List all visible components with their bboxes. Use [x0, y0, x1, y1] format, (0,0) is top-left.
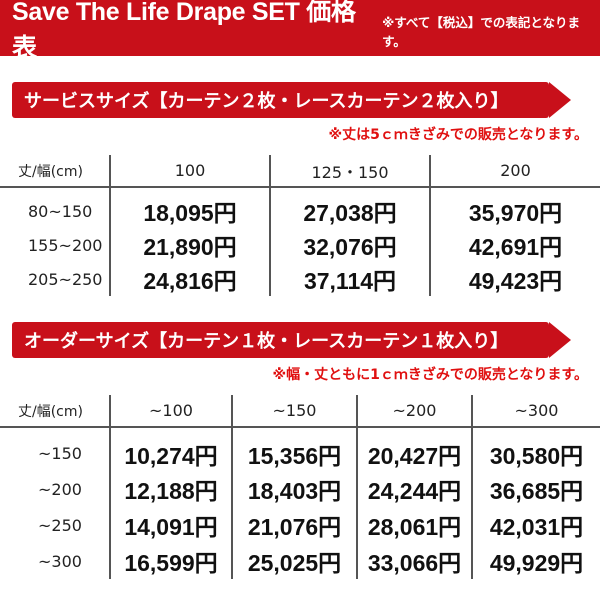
- price-cell: 16,599円: [109, 543, 232, 579]
- price-cell: 10,274円: [109, 427, 232, 471]
- price-cell: 21,890円: [109, 228, 270, 262]
- corner-label: 丈/幅(cm): [0, 155, 110, 188]
- tax-note: ※すべて【税込】での表記となります。: [382, 15, 581, 49]
- price-cell: 33,066円: [356, 543, 472, 579]
- column-header: ~150: [231, 395, 357, 428]
- price-cell: 49,929円: [471, 543, 600, 579]
- service-size-heading: サービスサイズ【カーテン２枚・レースカーテン２枚入り】: [12, 82, 571, 118]
- price-cell: 18,095円: [109, 187, 270, 228]
- table-row: ~200 12,188円 18,403円 24,244円 36,685円: [0, 471, 600, 507]
- price-cell: 15,356円: [231, 427, 357, 471]
- row-label: 80~150: [28, 201, 93, 221]
- price-cell: 42,691円: [429, 228, 600, 262]
- page-title: Save The Life Drape SET 価格表: [12, 0, 356, 62]
- price-cell: 18,403円: [231, 471, 357, 507]
- table-row: ~150 10,274円 15,356円 20,427円 30,580円: [0, 427, 600, 471]
- price-cell: 36,685円: [471, 471, 600, 507]
- row-label: 155~200: [28, 235, 103, 255]
- service-size-heading-text: サービスサイズ【カーテン２枚・レースカーテン２枚入り】: [24, 91, 509, 112]
- column-header: 125・150: [269, 155, 430, 188]
- column-header: 200: [429, 155, 600, 188]
- table-header-row: 丈/幅(cm) 100 125・150 200: [0, 155, 600, 188]
- row-label: ~250: [38, 515, 82, 535]
- price-cell: 32,076円: [269, 228, 430, 262]
- order-size-heading-text: オーダーサイズ【カーテン１枚・レースカーテン１枚入り】: [24, 331, 509, 352]
- price-cell: 24,244円: [356, 471, 472, 507]
- order-size-heading: オーダーサイズ【カーテン１枚・レースカーテン１枚入り】: [12, 322, 571, 358]
- price-cell: 20,427円: [356, 427, 472, 471]
- price-cell: 35,970円: [429, 187, 600, 228]
- row-label: ~150: [38, 444, 82, 463]
- table-row: 80~150 18,095円 27,038円 35,970円: [0, 187, 600, 228]
- price-cell: 24,816円: [109, 262, 270, 296]
- table-row: ~300 16,599円 25,025円 33,066円 49,929円: [0, 543, 600, 579]
- price-cell: 27,038円: [269, 187, 430, 228]
- column-header: ~200: [356, 395, 472, 428]
- row-label: 205~250: [28, 269, 103, 289]
- column-header: 100: [109, 155, 270, 188]
- corner-label: 丈/幅(cm): [0, 395, 110, 428]
- column-header: ~300: [471, 395, 600, 428]
- service-price-table: 丈/幅(cm) 100 125・150 200 80~150 18,095円 2…: [0, 155, 600, 296]
- table-row: 205~250 24,816円 37,114円 49,423円: [0, 262, 600, 296]
- table-row: 155~200 21,890円 32,076円 42,691円: [0, 228, 600, 262]
- price-cell: 30,580円: [471, 427, 600, 471]
- price-cell: 25,025円: [231, 543, 357, 579]
- price-cell: 12,188円: [109, 471, 232, 507]
- service-size-note: ※丈は5ｃｍきざみでの販売となります。: [328, 127, 588, 143]
- price-cell: 49,423円: [429, 262, 600, 296]
- row-label: ~200: [38, 479, 82, 499]
- order-size-note: ※幅・丈ともに1ｃｍきざみでの販売となります。: [272, 367, 588, 383]
- table-header-row: 丈/幅(cm) ~100 ~150 ~200 ~300: [0, 395, 600, 428]
- price-cell: 21,076円: [231, 507, 357, 543]
- price-cell: 42,031円: [471, 507, 600, 543]
- top-banner: Save The Life Drape SET 価格表 ※すべて【税込】での表記…: [0, 0, 600, 62]
- row-label: ~300: [38, 551, 82, 571]
- price-cell: 37,114円: [269, 262, 430, 296]
- price-cell: 28,061円: [356, 507, 472, 543]
- order-price-table: 丈/幅(cm) ~100 ~150 ~200 ~300 ~150 10,274円…: [0, 395, 600, 579]
- column-header: ~100: [109, 395, 232, 428]
- price-cell: 14,091円: [109, 507, 232, 543]
- table-row: ~250 14,091円 21,076円 28,061円 42,031円: [0, 507, 600, 543]
